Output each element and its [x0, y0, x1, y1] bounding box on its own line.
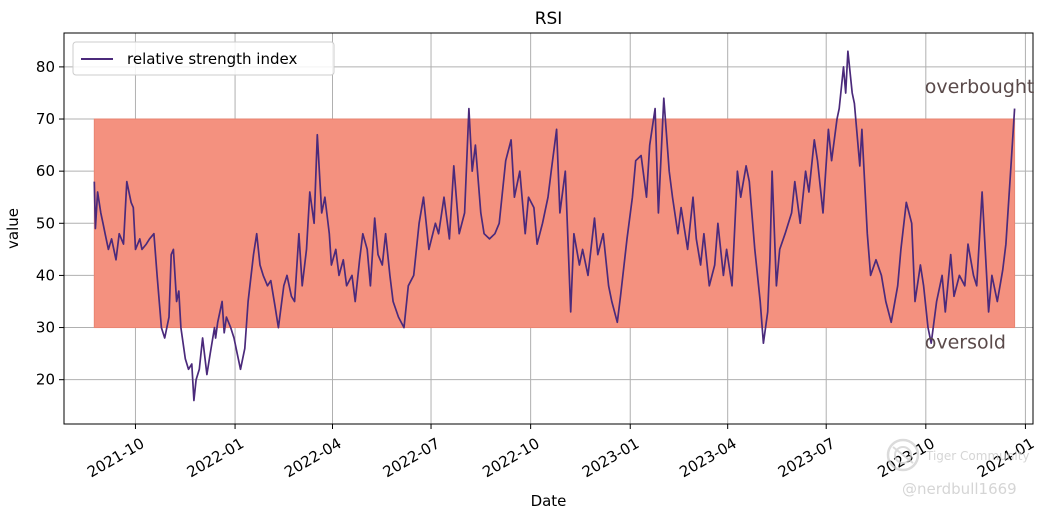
- y-tick-label: 50: [36, 214, 55, 232]
- y-tick-label: 30: [36, 319, 55, 337]
- y-axis-label: value: [4, 208, 22, 249]
- x-tick-label: 2021-10: [84, 434, 147, 481]
- annotations: overbought oversold: [925, 76, 1035, 353]
- x-tick-label: 2022-10: [479, 434, 542, 481]
- rsi-series-line: [93, 50, 1016, 402]
- plot-frame: [63, 32, 1034, 425]
- y-tick-label: 60: [36, 162, 55, 180]
- annotation-overbought: overbought: [925, 76, 1035, 98]
- x-tick-label: 2023-07: [775, 434, 838, 481]
- x-axis-label: Date: [531, 492, 567, 510]
- y-tick-label: 20: [36, 371, 55, 389]
- annotation-oversold: oversold: [925, 331, 1006, 353]
- series-layer: [93, 50, 1016, 402]
- legend: relative strength index: [72, 41, 335, 76]
- watermark: Tiger Community @nerdbull1669: [886, 438, 1030, 498]
- y-tick-label: 40: [36, 266, 55, 284]
- watermark-brand: Tiger Community: [925, 449, 1030, 463]
- y-tick-label: 70: [36, 110, 55, 128]
- x-tick-label: 2023-01: [579, 434, 642, 481]
- legend-label: relative strength index: [127, 50, 297, 68]
- y-axis: 20 30 40 50 60 70 80: [36, 58, 64, 389]
- chart-title: RSI: [535, 9, 563, 29]
- y-tick-label: 80: [36, 58, 55, 76]
- x-tick-label: 2022-01: [184, 434, 247, 481]
- x-tick-label: 2022-07: [380, 434, 443, 481]
- tiger-logo-icon: [886, 438, 920, 472]
- watermark-handle: @nerdbull1669: [902, 480, 1017, 498]
- x-tick-label: 2023-04: [676, 434, 739, 481]
- legend-box: [72, 41, 335, 76]
- x-tick-label: 2022-04: [281, 434, 344, 481]
